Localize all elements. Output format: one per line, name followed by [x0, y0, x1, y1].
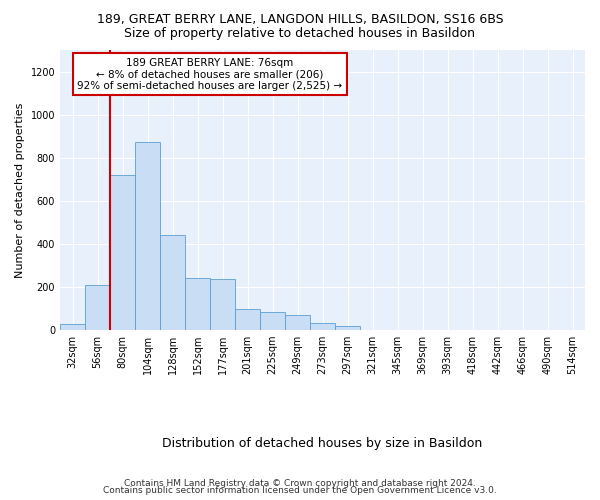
Bar	[335, 326, 360, 330]
Text: 189 GREAT BERRY LANE: 76sqm
← 8% of detached houses are smaller (206)
92% of sem: 189 GREAT BERRY LANE: 76sqm ← 8% of deta…	[77, 58, 343, 90]
X-axis label: Distribution of detached houses by size in Basildon: Distribution of detached houses by size …	[163, 437, 482, 450]
Text: Contains HM Land Registry data © Crown copyright and database right 2024.: Contains HM Land Registry data © Crown c…	[124, 478, 476, 488]
Bar	[60, 324, 85, 330]
Text: 189, GREAT BERRY LANE, LANGDON HILLS, BASILDON, SS16 6BS: 189, GREAT BERRY LANE, LANGDON HILLS, BA…	[97, 12, 503, 26]
Bar	[310, 322, 335, 330]
Text: Size of property relative to detached houses in Basildon: Size of property relative to detached ho…	[125, 28, 476, 40]
Bar	[235, 308, 260, 330]
Bar	[285, 315, 310, 330]
Bar	[185, 278, 210, 330]
Text: Contains public sector information licensed under the Open Government Licence v3: Contains public sector information licen…	[103, 486, 497, 495]
Bar	[135, 142, 160, 330]
Bar	[85, 285, 110, 330]
Bar	[160, 236, 185, 330]
Bar	[260, 312, 285, 330]
Bar	[110, 175, 135, 330]
Bar	[210, 280, 235, 330]
Y-axis label: Number of detached properties: Number of detached properties	[15, 102, 25, 278]
